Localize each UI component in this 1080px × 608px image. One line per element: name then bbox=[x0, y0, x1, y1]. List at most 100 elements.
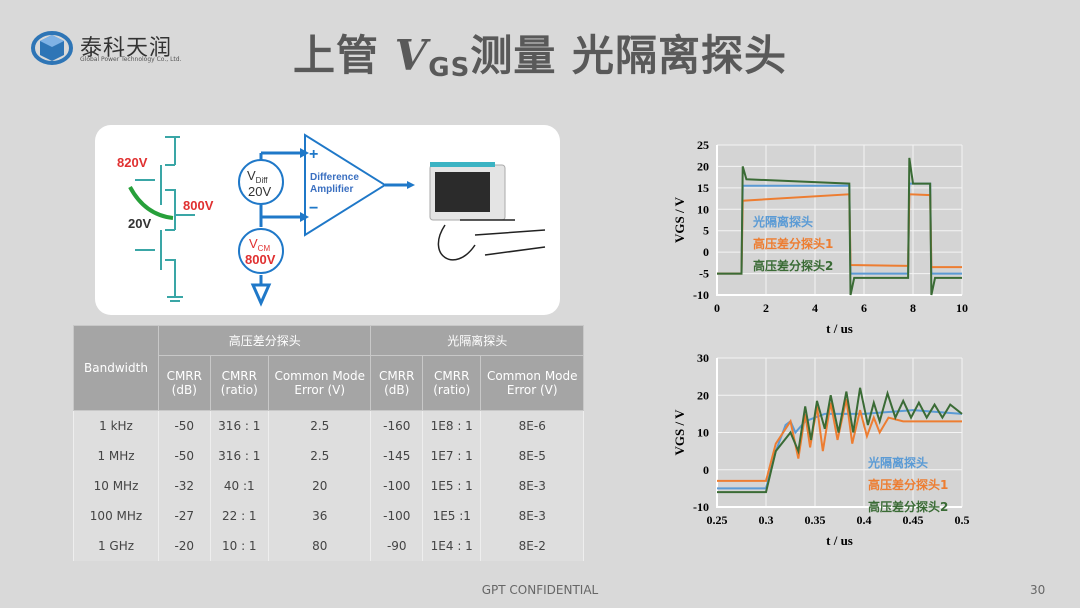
table-cell: 316 : 1 bbox=[209, 410, 270, 441]
svg-text:800V: 800V bbox=[245, 252, 276, 267]
table-cell: 8E-3 bbox=[480, 470, 584, 501]
y-axis-label: VGS / V bbox=[672, 196, 687, 243]
x-tick-label: 0.25 bbox=[707, 513, 728, 527]
table-cell: 10 MHz bbox=[73, 470, 159, 501]
svg-text:800V: 800V bbox=[183, 198, 214, 213]
y-tick-label: 30 bbox=[697, 351, 709, 365]
table-cell: 10 : 1 bbox=[209, 530, 270, 561]
x-tick-label: 6 bbox=[861, 301, 867, 315]
table-cell: -100 bbox=[370, 500, 424, 531]
table-cell: -90 bbox=[370, 530, 424, 561]
table-cell: 1E8 : 1 bbox=[422, 410, 482, 441]
table-cell: 40 :1 bbox=[209, 470, 270, 501]
company-logo: 泰科天润 Global Power Technology Co., Ltd. bbox=[30, 28, 190, 68]
legend-label: 高压差分探头1 bbox=[868, 477, 948, 492]
x-axis-label: t / us bbox=[826, 533, 853, 548]
table-cell: 1E4 : 1 bbox=[422, 530, 482, 561]
x-tick-label: 0.35 bbox=[805, 513, 826, 527]
table-cell: -100 bbox=[370, 470, 424, 501]
table-cell: 8E-3 bbox=[480, 500, 584, 531]
y-tick-label: 25 bbox=[697, 138, 709, 152]
table-cell: -50 bbox=[158, 410, 211, 441]
axes bbox=[716, 145, 962, 296]
svg-text:Difference: Difference bbox=[310, 172, 359, 183]
y-axis-label: VGS / V bbox=[672, 409, 687, 456]
table-cell: 36 bbox=[268, 500, 372, 531]
table-cell: -160 bbox=[370, 410, 424, 441]
y-tick-label: 0 bbox=[703, 463, 709, 477]
table-cell: -20 bbox=[158, 530, 211, 561]
circuit-diagram-panel: 820V 800V 20V VDiff 20V VCM 800V + − Dif… bbox=[95, 125, 560, 315]
table-cell: 22 : 1 bbox=[209, 500, 270, 531]
table-cell: 2.5 bbox=[268, 410, 372, 441]
y-tick-label: 20 bbox=[697, 388, 709, 402]
logo-text: 泰科天润 bbox=[80, 36, 173, 61]
y-tick-label: -10 bbox=[693, 288, 709, 302]
table-cell: 2.5 bbox=[268, 440, 372, 471]
logo-cube-icon bbox=[31, 31, 73, 65]
table-cell: 1 MHz bbox=[73, 440, 159, 471]
legend-label: 光隔离探头 bbox=[867, 455, 928, 470]
page-number: 30 bbox=[1030, 583, 1046, 597]
svg-text:20V: 20V bbox=[128, 216, 151, 231]
series-line-2 bbox=[717, 387, 963, 494]
table-cell: 1 kHz bbox=[73, 410, 159, 441]
table-cell: 100 MHz bbox=[73, 500, 159, 531]
x-tick-label: 0.45 bbox=[903, 513, 924, 527]
table-cell: 316 : 1 bbox=[209, 440, 270, 471]
y-tick-label: 0 bbox=[703, 245, 709, 259]
table-cell: 1 GHz bbox=[73, 530, 159, 561]
mosfet-halfbridge bbox=[135, 136, 195, 302]
table-cell: 20 bbox=[268, 470, 372, 501]
x-tick-label: 10 bbox=[956, 301, 968, 315]
series-line-2 bbox=[717, 157, 962, 296]
x-tick-label: 0.4 bbox=[857, 513, 872, 527]
svg-text:Amplifier: Amplifier bbox=[310, 184, 353, 195]
svg-text:820V: 820V bbox=[117, 155, 148, 170]
legend-label: 高压差分探头2 bbox=[753, 258, 833, 273]
x-axis-label: t / us bbox=[826, 321, 853, 336]
table-cell: 80 bbox=[268, 530, 372, 561]
table-row: 1 GHz -20 10 : 1 80 -90 1E4 : 1 8E-2 bbox=[73, 530, 584, 561]
svg-text:+: + bbox=[309, 146, 318, 163]
y-tick-label: 20 bbox=[697, 159, 709, 173]
table-row: 1 MHz -50 316 : 1 2.5 -145 1E7 : 1 8E-5 bbox=[73, 440, 584, 471]
svg-text:VDiff: VDiff bbox=[247, 168, 268, 185]
x-tick-label: 2 bbox=[763, 301, 769, 315]
y-tick-label: -10 bbox=[693, 500, 709, 514]
axes bbox=[716, 358, 962, 508]
table-cell: -32 bbox=[158, 470, 211, 501]
x-tick-label: 8 bbox=[910, 301, 916, 315]
x-tick-label: 0.5 bbox=[955, 513, 970, 527]
x-tick-label: 4 bbox=[812, 301, 818, 315]
y-tick-label: 5 bbox=[703, 224, 709, 238]
logo-subtext: Global Power Technology Co., Ltd. bbox=[80, 56, 182, 63]
plot-area bbox=[717, 145, 962, 295]
y-tick-label: 10 bbox=[697, 202, 709, 216]
column-header: CMRR (dB) bbox=[158, 355, 211, 411]
y-tick-label: 10 bbox=[697, 426, 709, 440]
chart-vgs-zoom: 0.25 0.3 0.35 0.4 0.45 0.5 -10 0 10 20 30 光隔离探头高压差分… bbox=[672, 351, 970, 548]
column-header: Common Mode Error (V) bbox=[480, 355, 584, 411]
voltage-swing-arrow-icon bbox=[128, 186, 174, 220]
table-cell: -27 bbox=[158, 500, 211, 531]
column-header: CMRR (ratio) bbox=[209, 355, 270, 411]
legend-label: 高压差分探头2 bbox=[868, 499, 948, 514]
table-row: 1 kHz -50 316 : 1 2.5 -160 1E8 : 1 8E-6 bbox=[73, 410, 584, 441]
table-cell: 8E-6 bbox=[480, 410, 584, 441]
column-header: CMRR (dB) bbox=[370, 355, 424, 411]
table-cell: 8E-5 bbox=[480, 440, 584, 471]
x-tick-label: 0 bbox=[714, 301, 720, 315]
column-header: Common Mode Error (V) bbox=[268, 355, 372, 411]
slide-title: 上管 VGS测量 光隔离探头 bbox=[293, 31, 787, 83]
table-row: 10 MHz -32 40 :1 20 -100 1E5 : 1 8E-3 bbox=[73, 470, 584, 501]
svg-text:VCM: VCM bbox=[249, 236, 270, 253]
cmrr-comparison-table: Bandwidth 高压差分探头 光隔离探头 CMRR (dB) CMRR (rati… bbox=[73, 325, 584, 561]
table-row: 100 MHz -27 22 : 1 36 -100 1E5 :1 8E-3 bbox=[73, 500, 584, 531]
table-cell: -50 bbox=[158, 440, 211, 471]
table-cell: 1E5 :1 bbox=[422, 500, 482, 531]
legend-label: 光隔离探头 bbox=[752, 214, 813, 229]
y-tick-label: 15 bbox=[697, 181, 709, 195]
table-cell: 1E7 : 1 bbox=[422, 440, 482, 471]
